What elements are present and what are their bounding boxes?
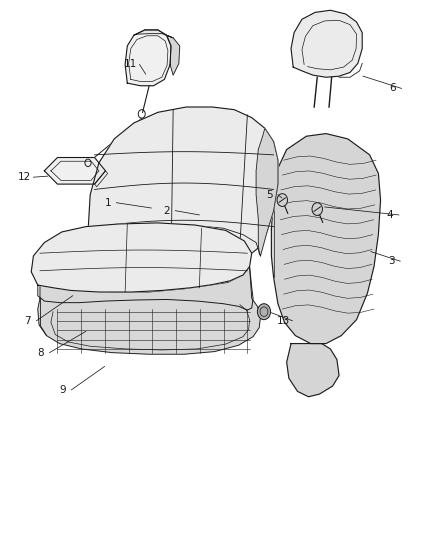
Text: 5: 5 [266, 190, 272, 200]
Text: 11: 11 [124, 60, 138, 69]
Polygon shape [95, 171, 108, 187]
Polygon shape [134, 30, 173, 38]
Text: 13: 13 [277, 316, 290, 326]
Polygon shape [166, 35, 180, 75]
Text: 6: 6 [389, 83, 396, 93]
Circle shape [312, 203, 322, 215]
Polygon shape [291, 10, 362, 77]
Text: 7: 7 [25, 316, 31, 326]
Polygon shape [256, 128, 278, 256]
Polygon shape [44, 158, 106, 184]
Polygon shape [287, 344, 339, 397]
Text: 1: 1 [104, 198, 111, 208]
Circle shape [277, 193, 288, 206]
Polygon shape [272, 134, 381, 344]
Polygon shape [31, 223, 252, 292]
Text: 8: 8 [38, 348, 44, 358]
Polygon shape [38, 266, 261, 354]
Text: 3: 3 [388, 256, 395, 266]
Text: 4: 4 [387, 210, 393, 220]
Text: 9: 9 [60, 385, 66, 395]
Text: 12: 12 [18, 172, 32, 182]
Polygon shape [125, 30, 171, 86]
Circle shape [258, 304, 271, 320]
Polygon shape [88, 107, 278, 273]
Text: 2: 2 [163, 206, 170, 216]
